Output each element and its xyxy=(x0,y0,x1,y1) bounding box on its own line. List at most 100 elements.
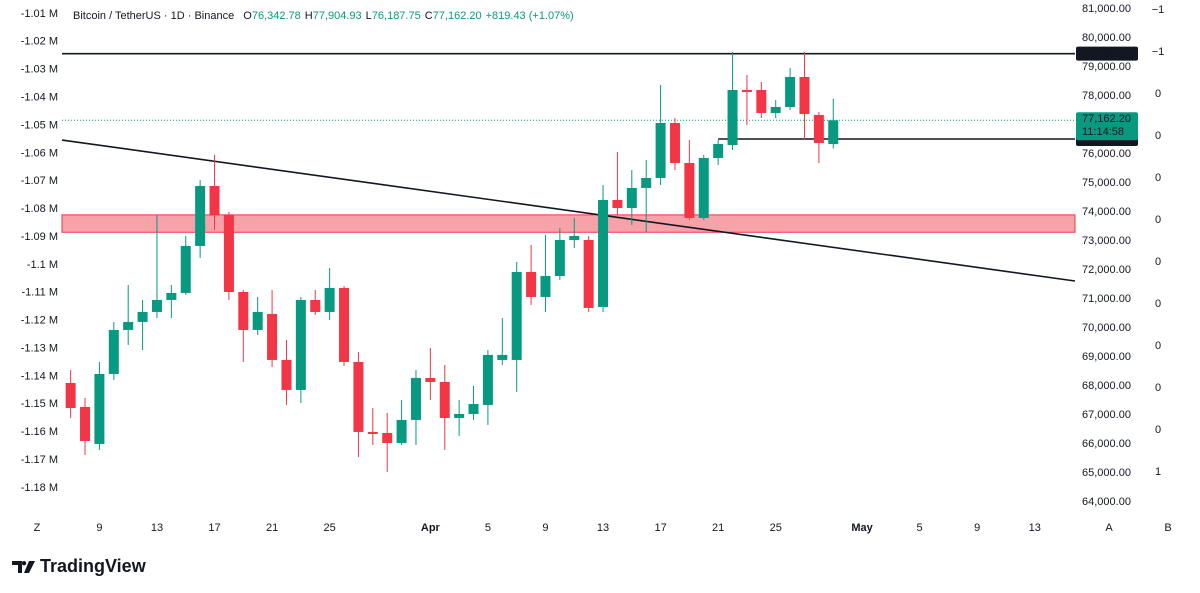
x-tick-label: 13 xyxy=(1029,522,1041,534)
candle-body xyxy=(324,287,335,312)
x-tick-label: 13 xyxy=(151,522,163,534)
brand-icon xyxy=(12,561,35,573)
x-tick-label: 25 xyxy=(770,522,782,534)
x-tick-label: May xyxy=(851,522,873,534)
candle-body xyxy=(108,329,119,374)
y2-tick-label: -1.15 M xyxy=(21,398,58,410)
y-tick-label: 64,000.00 xyxy=(1082,496,1131,508)
y2-tick-label: -1.1 M xyxy=(27,259,58,271)
y-tick-label: 74,000.00 xyxy=(1082,206,1131,218)
y-tick-label: 78,000.00 xyxy=(1082,90,1131,102)
candle-body xyxy=(410,377,421,420)
y2-tick-label: -1.01 M xyxy=(21,8,58,20)
change: +819.43 (+1.07%) xyxy=(486,10,574,22)
right-scale-label: −1 xyxy=(1152,4,1165,16)
right-scale-label: 0 xyxy=(1155,130,1161,142)
candle-body xyxy=(785,76,796,107)
ohlc-value: 77,162.20 xyxy=(433,10,482,22)
y2-tick-label: -1.14 M xyxy=(21,370,58,382)
y2-tick-label: -1.08 M xyxy=(21,203,58,215)
right-scale-label: 0 xyxy=(1155,382,1161,394)
y2-tick-label: -1.06 M xyxy=(21,147,58,159)
candle-body xyxy=(813,114,824,143)
ohlc-key: C xyxy=(425,10,433,22)
y-tick-label: 79,000.00 xyxy=(1082,61,1131,73)
y-tick-label: 69,000.00 xyxy=(1082,351,1131,363)
right-scale-label: 0 xyxy=(1155,340,1161,352)
right-scale-label: 0 xyxy=(1155,214,1161,226)
candle-body xyxy=(511,271,522,360)
zone xyxy=(61,214,1076,233)
y2-tick-label: -1.17 M xyxy=(21,454,58,466)
y2-tick-label: -1.02 M xyxy=(21,36,58,48)
candle-body xyxy=(180,245,191,293)
price-label: 79,460.12 xyxy=(1082,48,1131,60)
candle-body xyxy=(310,299,321,312)
candle-body xyxy=(339,287,350,362)
candle-body xyxy=(382,432,393,443)
candle-body xyxy=(468,403,479,414)
trendline xyxy=(61,139,1076,282)
candle-body xyxy=(554,239,565,276)
candle-body xyxy=(684,162,695,218)
y2-tick-label: -1.12 M xyxy=(21,315,58,327)
y-tick-label: 76,000.00 xyxy=(1082,148,1131,160)
y-tick-label: 71,000.00 xyxy=(1082,293,1131,305)
axis-corner-label: B xyxy=(1164,522,1171,534)
candle-body xyxy=(195,185,206,246)
candle-body xyxy=(626,187,637,208)
right-scale-label: 0 xyxy=(1155,424,1161,436)
zone-layer xyxy=(61,214,1076,233)
candle-body xyxy=(756,89,767,113)
candle-body xyxy=(65,382,76,408)
y-tick-label: 67,000.00 xyxy=(1082,409,1131,421)
x-tick-label: Apr xyxy=(421,522,441,534)
axis-corner-label: Z xyxy=(34,522,41,534)
y2-tick-label: -1.07 M xyxy=(21,175,58,187)
candle-body xyxy=(223,214,234,292)
y2-tick-label: -1.04 M xyxy=(21,91,58,103)
candle-body xyxy=(439,381,450,418)
candle-body xyxy=(540,275,551,297)
candle-body xyxy=(799,76,810,114)
x-tick-label: 5 xyxy=(485,522,491,534)
candle-body xyxy=(252,311,263,330)
x-tick-label: 5 xyxy=(917,522,923,534)
candle-body xyxy=(137,311,148,322)
x-tick-label: 9 xyxy=(542,522,548,534)
price-label-box xyxy=(1076,46,1138,61)
candle-body xyxy=(583,239,594,308)
candle-body xyxy=(295,299,306,390)
x-tick-label: 9 xyxy=(96,522,102,534)
y2-tick-label: -1.18 M xyxy=(21,482,58,494)
y-tick-label: 72,000.00 xyxy=(1082,264,1131,276)
y2-tick-label: -1.09 M xyxy=(21,231,58,243)
x-tick-label: 25 xyxy=(324,522,336,534)
y2-tick-label: -1.03 M xyxy=(21,64,58,76)
ohlc-value: 76,187.75 xyxy=(372,10,421,22)
candle-body xyxy=(641,177,652,188)
y-tick-label: 75,000.00 xyxy=(1082,177,1131,189)
candle-body xyxy=(166,292,177,300)
x-tick-label: 9 xyxy=(974,522,980,534)
lines-layer xyxy=(61,52,1076,282)
right-scale-label: 1 xyxy=(1155,466,1161,478)
y-tick-label: 80,000.00 xyxy=(1082,32,1131,44)
x-tick-label: 21 xyxy=(266,522,278,534)
candle-body xyxy=(425,377,436,382)
y-tick-label: 66,000.00 xyxy=(1082,438,1131,450)
candle-body xyxy=(367,431,378,434)
y-tick-label: 68,000.00 xyxy=(1082,380,1131,392)
candle-body xyxy=(94,373,105,444)
right-scale-label: −1 xyxy=(1152,46,1165,58)
ohlc-key: L xyxy=(366,10,372,22)
ohlc-value: 76,342.78 xyxy=(252,10,301,22)
candle-body xyxy=(713,143,724,158)
candle-body xyxy=(123,321,134,330)
y2-tick-label: -1.13 M xyxy=(21,342,58,354)
candle-body xyxy=(482,354,493,405)
candle-body xyxy=(454,413,465,418)
candle-body xyxy=(655,122,666,178)
